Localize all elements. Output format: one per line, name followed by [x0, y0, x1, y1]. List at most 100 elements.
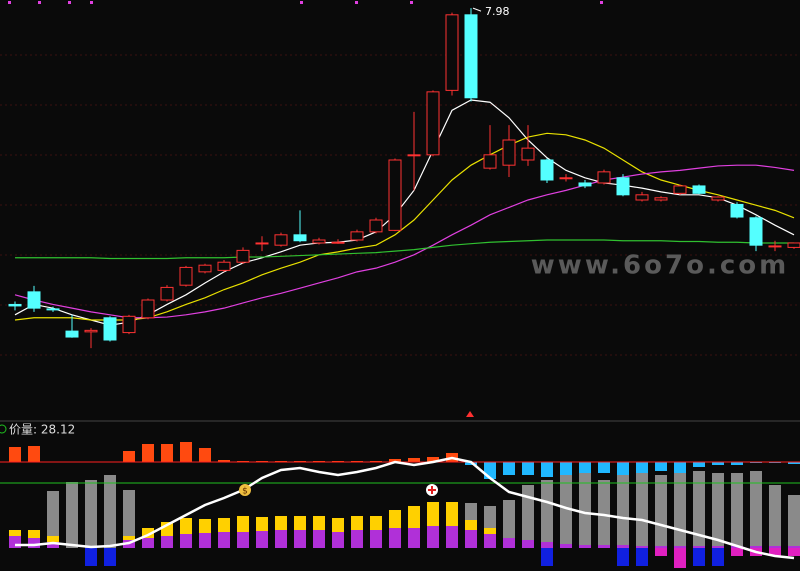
hang-bar	[123, 451, 135, 462]
candle-body	[673, 185, 687, 194]
hang-bar	[788, 462, 800, 464]
gray-bar	[655, 475, 667, 548]
stack-bar	[294, 530, 306, 548]
stack-bar	[47, 536, 59, 542]
indicator-label: 价量: 28.12	[9, 423, 75, 437]
stack-bar	[427, 526, 439, 548]
indicator-line	[15, 456, 795, 560]
stack-bar	[351, 530, 363, 548]
stack-bar	[769, 546, 781, 548]
hang-bar	[9, 447, 21, 462]
indicator-dot	[0, 424, 7, 434]
hang-bar	[674, 462, 686, 473]
candle-body	[293, 234, 307, 242]
gray-bar	[617, 471, 629, 548]
stack-bar	[256, 531, 268, 548]
neg-bar	[712, 548, 724, 566]
candle-body	[483, 154, 497, 169]
stack-bar	[256, 517, 268, 531]
neg-bar	[769, 548, 781, 556]
candle-body	[350, 231, 364, 241]
stack-bar	[180, 518, 192, 534]
stack-bar	[47, 542, 59, 548]
stack-bar	[180, 534, 192, 548]
stack-bar	[275, 530, 287, 548]
hang-bar	[427, 457, 439, 462]
candle-body	[312, 239, 326, 244]
stack-bar	[370, 516, 382, 530]
candle-body	[730, 203, 744, 218]
candle-body	[426, 91, 440, 156]
candle-body	[27, 291, 41, 309]
stack-bar	[579, 545, 591, 548]
hang-bar	[598, 462, 610, 473]
hang-bar	[199, 448, 211, 462]
stack-bar	[408, 528, 420, 548]
candle-body	[122, 315, 136, 334]
stack-bar	[28, 538, 40, 548]
stack-bar	[541, 542, 553, 548]
gray-bar	[560, 475, 572, 548]
stack-bar	[408, 506, 420, 528]
neg-bar	[541, 548, 553, 566]
stack-bar	[465, 530, 477, 548]
stack-bar	[199, 533, 211, 548]
stack-bar	[9, 530, 21, 536]
gray-bar	[66, 482, 78, 548]
stack-bar	[389, 528, 401, 548]
candle-body	[787, 242, 800, 248]
stack-bar	[503, 538, 515, 548]
candle-body	[46, 308, 60, 311]
hang-bar	[218, 460, 230, 462]
gray-bar	[522, 485, 534, 548]
candle-body	[217, 261, 231, 271]
candle-body	[369, 219, 383, 233]
stack-bar	[712, 546, 724, 548]
gray-bar	[750, 471, 762, 548]
stack-bar	[28, 530, 40, 538]
gray-bar	[769, 485, 781, 548]
hang-bar	[28, 446, 40, 462]
stack-bar	[199, 519, 211, 533]
stack-bar	[332, 518, 344, 532]
candle-body	[540, 159, 554, 181]
candle-body	[179, 266, 193, 286]
neg-bar	[636, 548, 648, 566]
icon-plus	[426, 484, 438, 496]
hang-bar	[503, 462, 515, 475]
hang-bar	[522, 462, 534, 475]
stack-bar	[446, 502, 458, 526]
stack-bar	[788, 546, 800, 548]
candle-body	[692, 185, 706, 194]
hang-bar	[655, 462, 667, 471]
stack-bar	[237, 516, 249, 532]
hang-bar	[389, 459, 401, 462]
hang-bar	[693, 462, 705, 467]
neg-bar	[731, 548, 743, 556]
candle-body	[103, 317, 117, 341]
icon-dollar: $	[239, 484, 251, 497]
svg-text:$: $	[242, 487, 248, 497]
top-dots	[8, 1, 603, 4]
candle-body	[559, 177, 573, 180]
gray-bar	[541, 480, 553, 548]
watermark: www.6o7o.com	[531, 251, 789, 281]
neg-bar	[788, 548, 800, 556]
stack-bar	[522, 540, 534, 548]
hang-bar	[161, 444, 173, 462]
stack-bar	[693, 546, 705, 548]
peak-pointer	[472, 7, 482, 12]
hang-bar	[408, 458, 420, 462]
hang-bar	[180, 442, 192, 462]
candle-body	[654, 197, 668, 201]
candle-body	[255, 242, 269, 245]
gray-bar	[693, 471, 705, 548]
stack-bar	[370, 530, 382, 548]
candle-body	[236, 249, 250, 263]
hang-bar	[636, 462, 648, 473]
candle-body	[502, 139, 516, 166]
stack-bar	[313, 516, 325, 530]
hang-bar	[731, 462, 743, 465]
gray-bar	[788, 495, 800, 548]
